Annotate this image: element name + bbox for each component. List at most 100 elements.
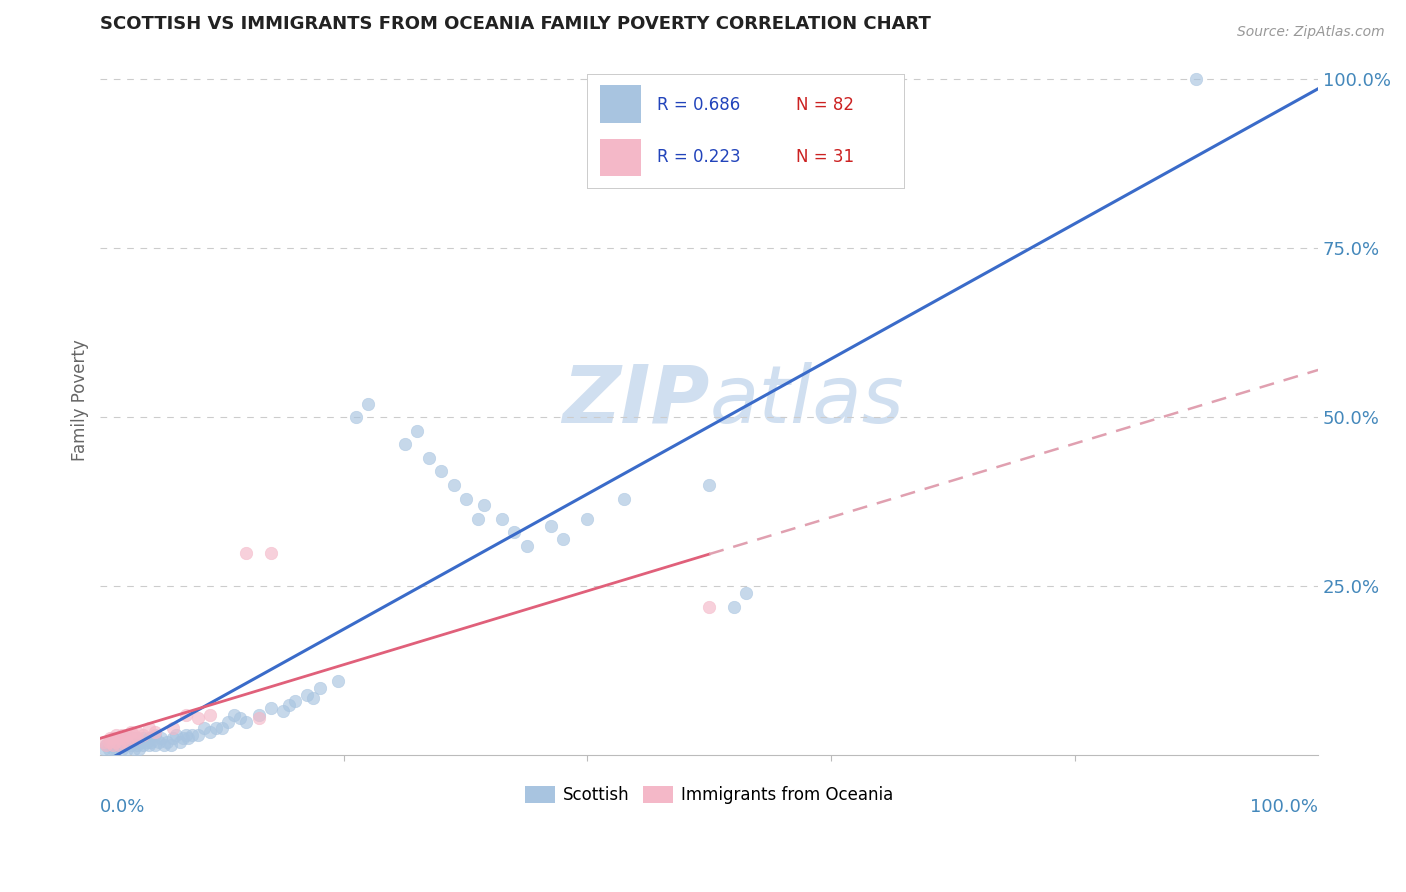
- Point: [111, 735, 134, 749]
- Point: [229, 711, 252, 725]
- Point: [101, 741, 124, 756]
- Point: [394, 437, 416, 451]
- Point: [734, 586, 756, 600]
- Point: [107, 735, 129, 749]
- Point: [723, 599, 745, 614]
- Point: [125, 731, 148, 746]
- Point: [418, 450, 440, 465]
- Point: [97, 735, 120, 749]
- Point: [115, 735, 138, 749]
- Point: [162, 721, 184, 735]
- Point: [111, 728, 134, 742]
- Point: [297, 688, 319, 702]
- Point: [198, 707, 221, 722]
- Point: [124, 741, 146, 756]
- Point: [138, 731, 160, 746]
- Point: [540, 518, 562, 533]
- Point: [98, 735, 121, 749]
- Point: [198, 724, 221, 739]
- Point: [260, 701, 283, 715]
- Point: [132, 731, 155, 746]
- Point: [120, 731, 142, 746]
- Point: [124, 728, 146, 742]
- Point: [187, 728, 209, 742]
- Point: [148, 735, 170, 749]
- Point: [115, 728, 138, 742]
- Point: [93, 741, 115, 756]
- Point: [111, 741, 134, 756]
- Point: [101, 738, 124, 752]
- Point: [114, 738, 136, 752]
- Point: [467, 512, 489, 526]
- Text: SCOTTISH VS IMMIGRANTS FROM OCEANIA FAMILY POVERTY CORRELATION CHART: SCOTTISH VS IMMIGRANTS FROM OCEANIA FAMI…: [100, 15, 931, 33]
- Text: 100.0%: 100.0%: [1250, 798, 1319, 816]
- Point: [143, 738, 166, 752]
- Point: [235, 714, 257, 729]
- Point: [93, 735, 115, 749]
- Point: [114, 731, 136, 746]
- Point: [187, 711, 209, 725]
- Point: [205, 721, 228, 735]
- Point: [224, 707, 246, 722]
- Point: [344, 410, 367, 425]
- Point: [115, 741, 138, 756]
- Point: [260, 545, 283, 559]
- Point: [97, 741, 120, 756]
- Point: [193, 721, 215, 735]
- Point: [104, 735, 127, 749]
- Point: [271, 705, 294, 719]
- Point: [96, 738, 118, 752]
- Point: [174, 728, 197, 742]
- Point: [503, 525, 526, 540]
- Point: [96, 738, 118, 752]
- Point: [138, 721, 160, 735]
- Point: [156, 735, 179, 749]
- Point: [152, 738, 174, 752]
- Point: [160, 738, 183, 752]
- Point: [302, 690, 325, 705]
- Point: [169, 735, 191, 749]
- Text: atlas: atlas: [709, 361, 904, 440]
- Point: [697, 599, 720, 614]
- Point: [120, 738, 142, 752]
- Point: [430, 465, 453, 479]
- Point: [235, 545, 257, 559]
- Point: [101, 731, 124, 746]
- Point: [613, 491, 636, 506]
- Point: [326, 673, 349, 688]
- Point: [135, 735, 157, 749]
- Point: [143, 728, 166, 742]
- Point: [162, 731, 184, 746]
- Point: [143, 724, 166, 739]
- Point: [697, 478, 720, 492]
- Point: [553, 532, 575, 546]
- Point: [129, 735, 152, 749]
- Point: [114, 731, 136, 746]
- Point: [211, 721, 233, 735]
- Y-axis label: Family Poverty: Family Poverty: [72, 340, 89, 461]
- Point: [516, 539, 538, 553]
- Point: [141, 735, 163, 749]
- Point: [125, 731, 148, 746]
- Point: [284, 694, 307, 708]
- Point: [576, 512, 599, 526]
- Point: [278, 698, 301, 712]
- Point: [104, 738, 127, 752]
- Point: [406, 424, 429, 438]
- Point: [125, 738, 148, 752]
- Point: [107, 731, 129, 746]
- Point: [150, 731, 173, 746]
- Point: [111, 735, 134, 749]
- Point: [120, 731, 142, 746]
- Point: [217, 714, 239, 729]
- Text: Source: ZipAtlas.com: Source: ZipAtlas.com: [1237, 25, 1385, 39]
- Point: [443, 478, 465, 492]
- Point: [132, 728, 155, 742]
- Text: 0.0%: 0.0%: [100, 798, 146, 816]
- Point: [180, 728, 202, 742]
- Point: [101, 735, 124, 749]
- Point: [124, 735, 146, 749]
- Point: [177, 731, 200, 746]
- Point: [472, 498, 495, 512]
- Point: [357, 397, 380, 411]
